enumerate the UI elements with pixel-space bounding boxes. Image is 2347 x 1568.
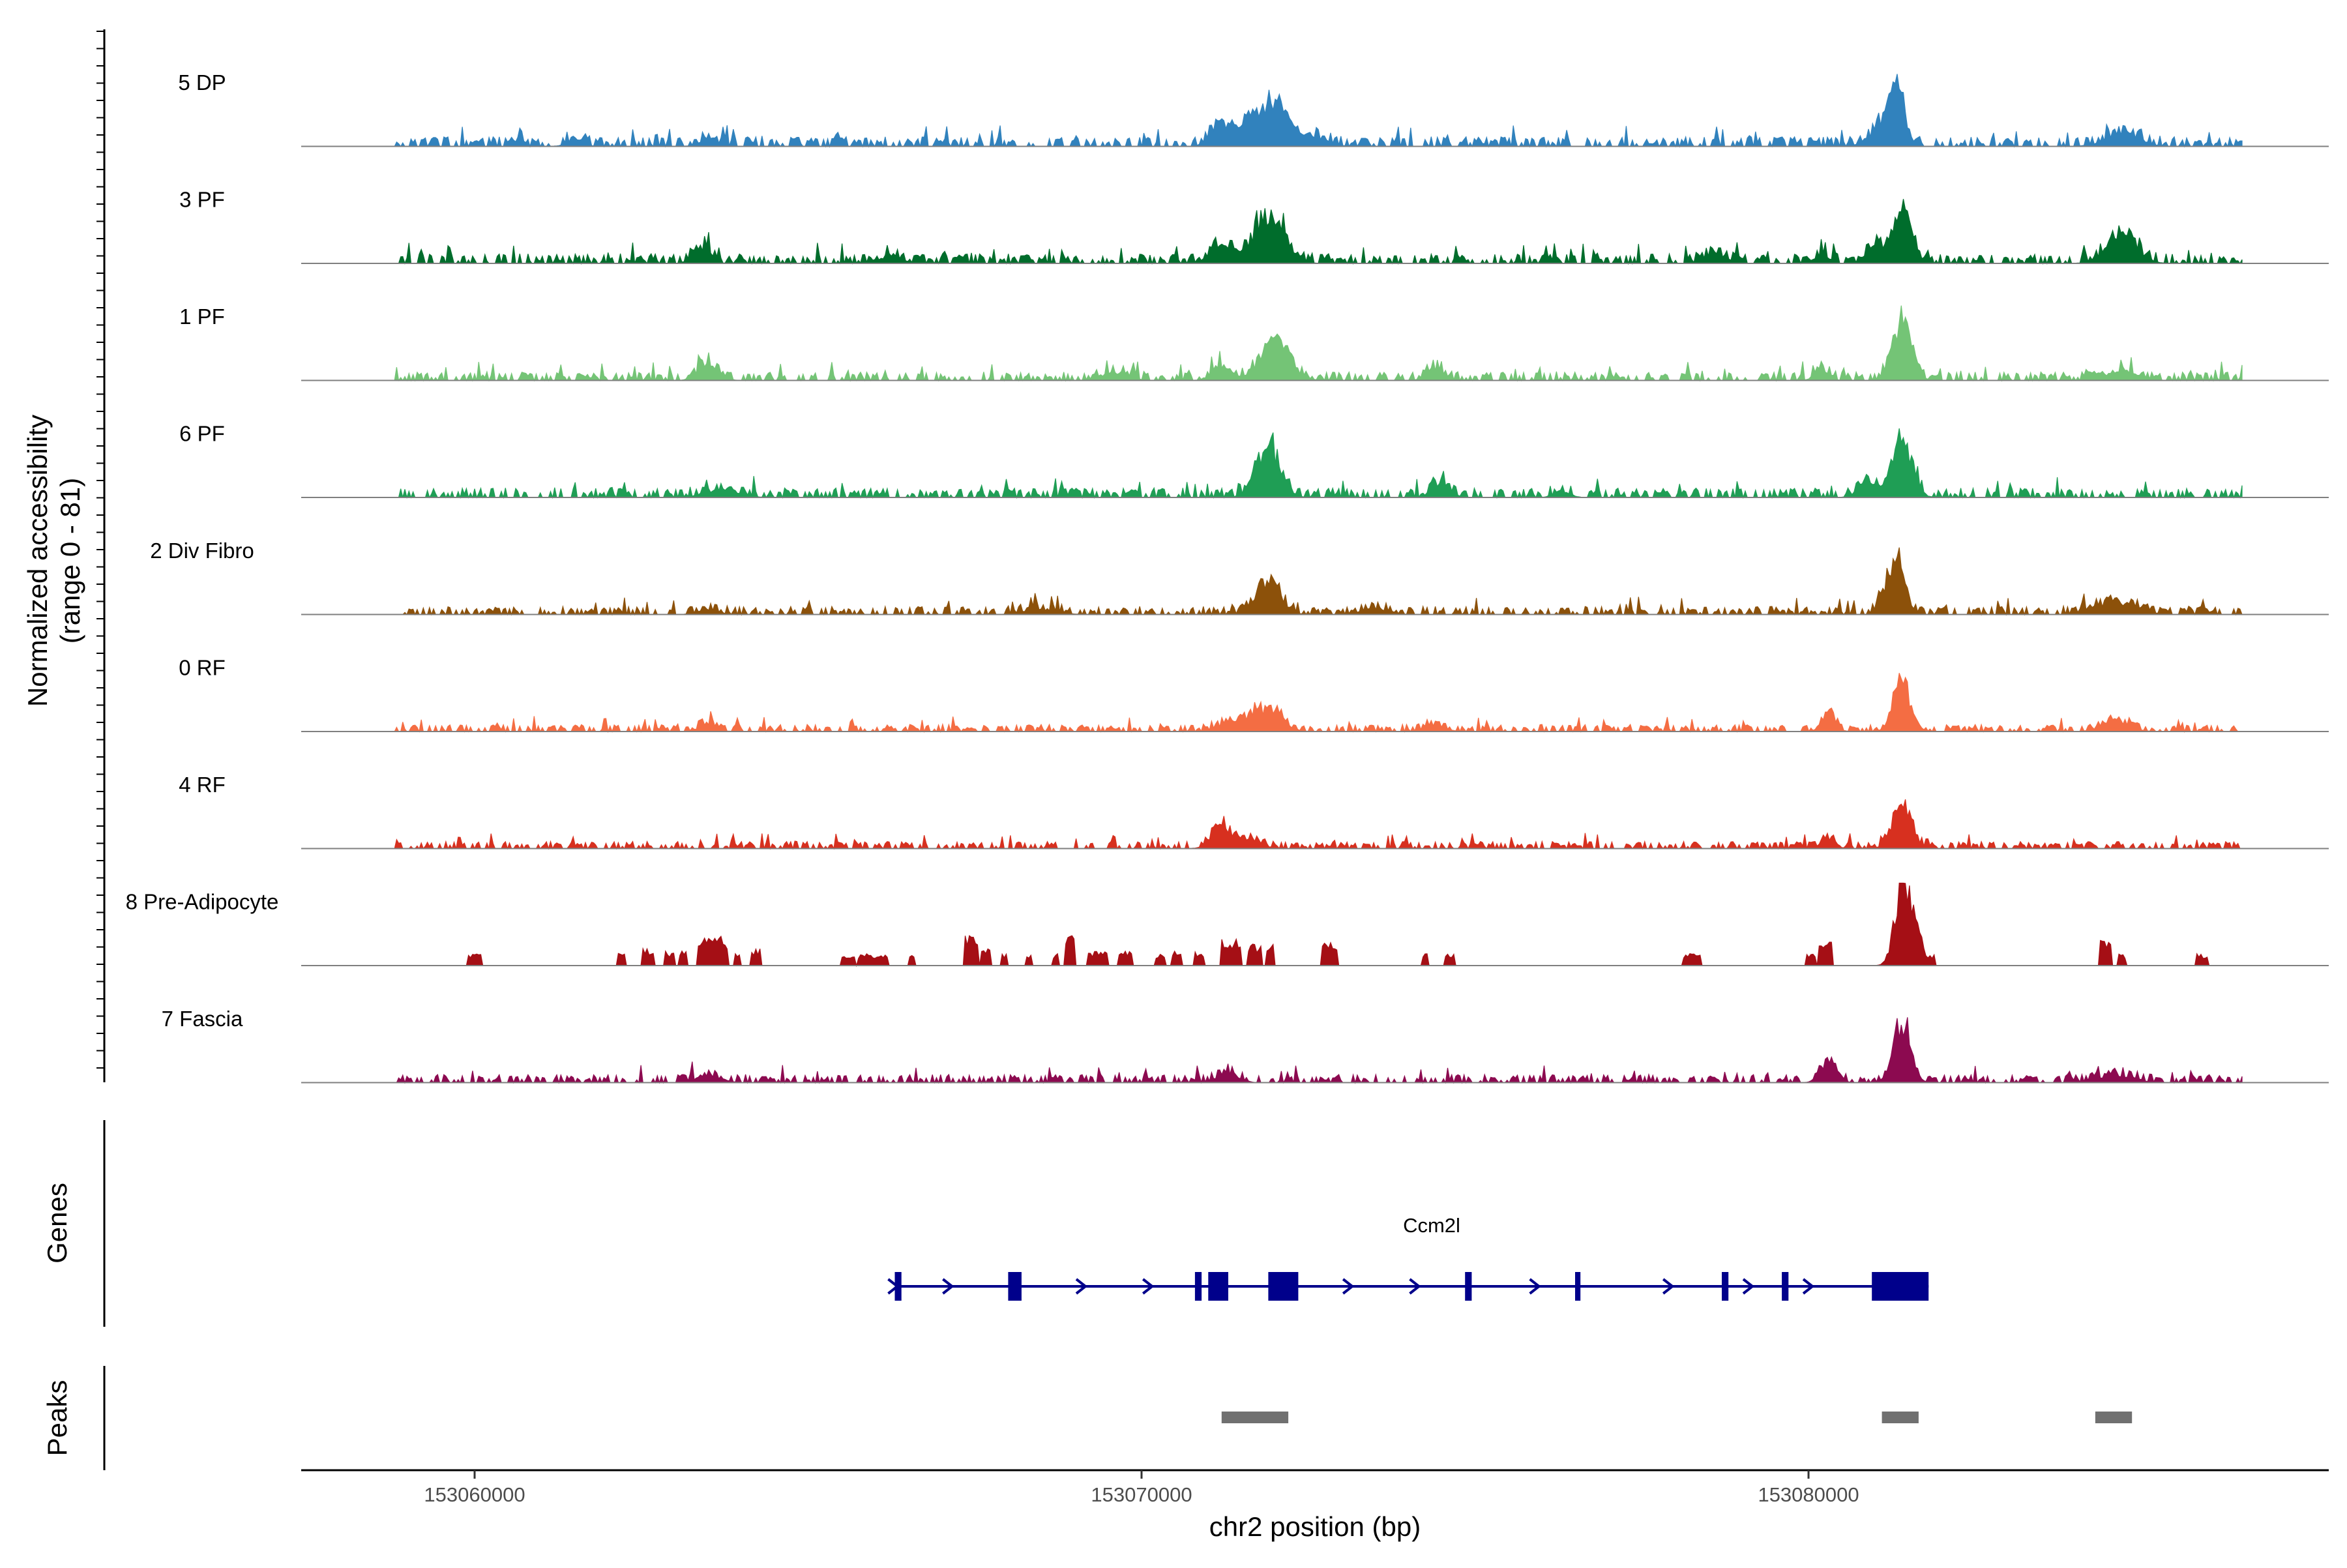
strand-arrow: [1075, 1278, 1088, 1295]
genes-panel-title: Genes: [42, 1183, 72, 1264]
gene-exon: [1194, 1272, 1202, 1301]
x-tick-label: 153070000: [1091, 1483, 1192, 1506]
gene-exon: [894, 1272, 902, 1301]
strand-arrow: [1662, 1278, 1675, 1295]
coverage-area: [394, 305, 2243, 382]
gene-label: Ccm2l: [1403, 1214, 1460, 1237]
track-label: 2 Div Fibro: [150, 539, 254, 563]
track-label: 8 Pre-Adipocyte: [126, 890, 279, 914]
y-axis-title-line1: Normalized accessibility: [22, 415, 53, 707]
strand-arrow: [1142, 1278, 1155, 1295]
gene-exon: [1575, 1272, 1581, 1301]
x-axis-title: chr2 position (bp): [1209, 1511, 1421, 1542]
track-7-fascia: 7 Fascia: [162, 1007, 2329, 1084]
gene-exon: [1008, 1272, 1022, 1301]
track-label: 1 PF: [179, 304, 225, 329]
coverage-area: [394, 1017, 2243, 1084]
track-5-dp: 5 DP: [178, 70, 2329, 148]
coverage-area: [394, 199, 2243, 265]
peak-region: [2095, 1412, 2133, 1423]
coverage-tracks: 5 DP 3 PF 1 PF 6 PF 2 Div Fibro 0 RF 4 RF 8 Pre…: [126, 70, 2329, 1084]
coverage-area: [394, 799, 2242, 850]
track-2-div-fibro: 2 Div Fibro: [150, 539, 2329, 616]
strand-arrow: [942, 1278, 954, 1295]
coverage-area: [394, 673, 2242, 733]
gene-exon: [1722, 1272, 1729, 1301]
coverage-y-axis-title: Normalized accessibility (range 0 - 81): [22, 415, 85, 707]
strand-arrow: [1742, 1278, 1755, 1295]
track-label: 7 Fascia: [162, 1007, 243, 1031]
gene-exon: [1208, 1272, 1228, 1301]
peak-region: [1221, 1412, 1289, 1423]
strand-arrow: [1802, 1278, 1815, 1295]
strand-arrow: [1342, 1278, 1355, 1295]
x-tick-label: 153060000: [424, 1483, 525, 1506]
gene-exon: [1782, 1272, 1789, 1301]
track-0-rf: 0 RF: [179, 656, 2329, 733]
track-label: 6 PF: [179, 422, 225, 446]
track-6-pf: 6 PF: [179, 422, 2329, 499]
peak-regions: [1221, 1412, 2133, 1423]
track-label: 5 DP: [178, 70, 226, 95]
coverage-area: [394, 74, 2243, 148]
track-label: 3 PF: [179, 188, 225, 212]
gene-exon: [1465, 1272, 1472, 1301]
track-4-rf: 4 RF: [179, 773, 2329, 850]
peak-region: [1882, 1412, 1919, 1423]
peaks-panel-title: Peaks: [42, 1380, 72, 1457]
track-1-pf: 1 PF: [179, 304, 2329, 382]
strand-arrow: [1409, 1278, 1421, 1295]
coverage-area: [394, 547, 2243, 616]
y-axis-title-line2: (range 0 - 81): [55, 478, 85, 643]
track-3-pf: 3 PF: [179, 188, 2329, 265]
strand-arrow: [1529, 1278, 1541, 1295]
coverage-y-ticks: [96, 31, 104, 1069]
gene-annotation: Ccm2l: [887, 1214, 1929, 1301]
track-8-pre-adipocyte: 8 Pre-Adipocyte: [126, 882, 2329, 968]
track-label: 4 RF: [179, 773, 226, 797]
x-axis-ticks: 153060000 153070000 153080000: [424, 1470, 1859, 1506]
x-tick-label: 153080000: [1758, 1483, 1859, 1506]
track-label: 0 RF: [179, 656, 226, 680]
gene-exon: [1268, 1272, 1299, 1301]
gene-exon: [1872, 1272, 1929, 1301]
